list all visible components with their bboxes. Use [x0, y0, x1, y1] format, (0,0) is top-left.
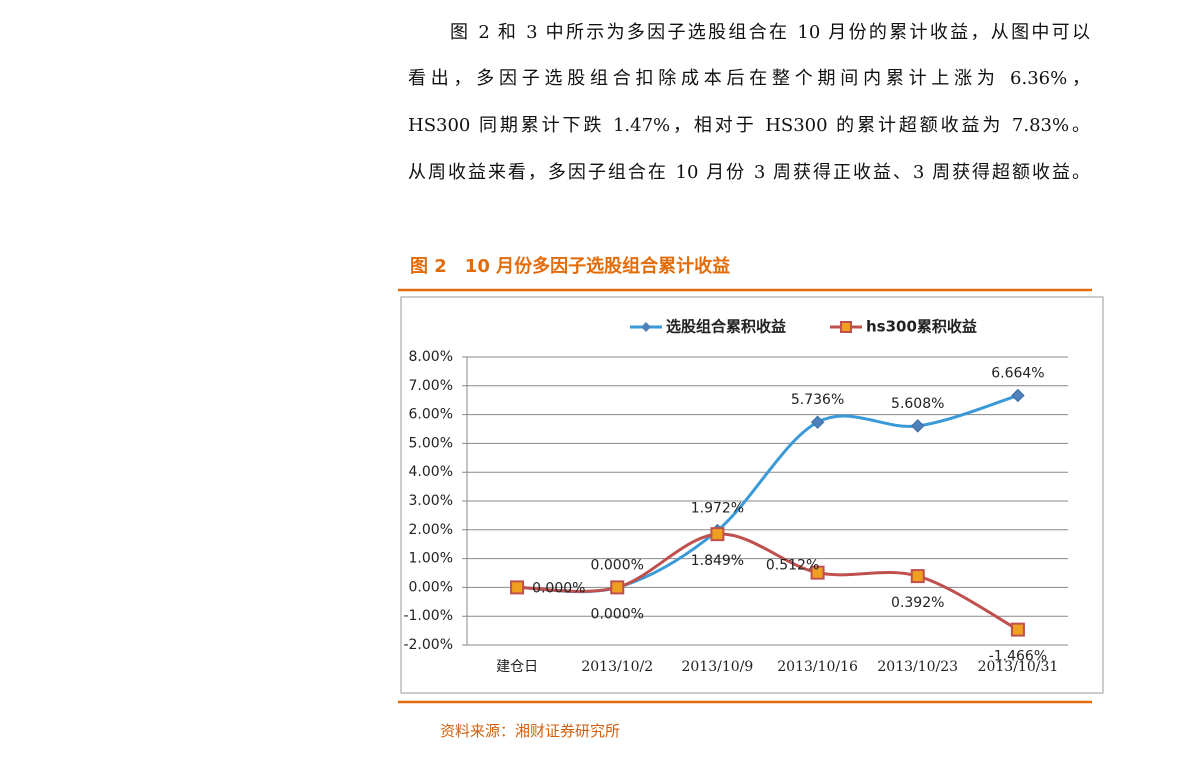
data-label: 0.000% — [591, 557, 644, 573]
legend-marker — [840, 321, 852, 333]
figure-caption: 图 2 10 月份多因子选股组合累计收益 — [410, 256, 731, 277]
chart-frame — [400, 296, 1104, 694]
data-label: 1.849% — [691, 553, 744, 569]
paragraph-line: 从周收益来看，多因子组合在 10 月份 3 周获得正收益、3 周获得超额收益。 — [408, 162, 1090, 183]
source: 资料来源：湘财证券研究所 — [440, 722, 621, 740]
marker — [911, 419, 925, 433]
marker — [510, 580, 525, 595]
y-tick-label: 4.00% — [409, 464, 453, 480]
x-tick-label: 2013/10/2 — [581, 659, 653, 675]
legend-marker — [641, 322, 651, 332]
marker — [710, 527, 725, 542]
paragraph-line: HS300 同期累计下跌 1.47%，相对于 HS300 的累计超额收益为 7.… — [408, 115, 1090, 136]
data-label: 0.392% — [891, 595, 944, 611]
marker — [810, 565, 825, 580]
y-tick-label: 0.00% — [409, 579, 453, 595]
marker — [510, 580, 524, 595]
marker — [1010, 622, 1025, 637]
x-tick-label: 2013/10/9 — [682, 659, 754, 675]
data-label: 1.972% — [691, 501, 744, 517]
data-label: 5.736% — [791, 392, 844, 408]
data-label: 5.608% — [891, 396, 944, 412]
data-label: 0.000% — [591, 606, 644, 622]
marker — [910, 569, 925, 584]
series-line — [517, 532, 1019, 631]
series-line — [517, 394, 1019, 594]
legend-label: hs300累积收益 — [866, 318, 977, 336]
y-tick-label: 2.00% — [409, 522, 453, 538]
marker — [610, 580, 624, 595]
y-tick-label: 3.00% — [409, 493, 453, 509]
y-tick-label: 5.00% — [409, 435, 453, 451]
paragraph-line: 看出，多因子选股组合扣除成本后在整个期间内累计上涨为 6.36%， — [408, 68, 1090, 89]
data-label: -1.466% — [989, 649, 1047, 665]
data-label: 6.664% — [991, 365, 1044, 381]
legend-label: 选股组合累积收益 — [666, 318, 786, 336]
marker — [1011, 388, 1025, 403]
marker — [710, 523, 725, 538]
marker — [810, 415, 825, 429]
x-tick-label: 2013/10/16 — [777, 659, 858, 675]
y-tick-label: 6.00% — [409, 407, 453, 423]
y-tick-label: -2.00% — [403, 637, 453, 653]
y-tick-label: 1.00% — [409, 551, 453, 567]
x-tick-label: 建仓日 — [496, 659, 538, 675]
x-tick-label: 2013/10/23 — [877, 659, 958, 675]
data-label: 0.512% — [766, 558, 819, 574]
y-tick-label: -1.00% — [403, 608, 453, 624]
y-tick-label: 8.00% — [409, 349, 453, 365]
marker — [610, 580, 625, 595]
data-label: 0.000% — [532, 580, 585, 596]
paragraph-line: 图 2 和 3 中所示为多因子选股组合在 10 月份的累计收益，从图中可以 — [450, 22, 1090, 43]
x-tick-label: 2013/10/31 — [978, 659, 1059, 675]
y-tick-label: 7.00% — [409, 378, 453, 394]
